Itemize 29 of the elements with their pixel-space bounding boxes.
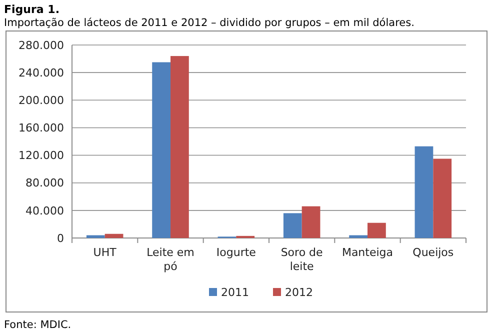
x-tick-label: Soro de leite (280, 246, 324, 273)
y-tick-label: 240.000 (18, 66, 64, 80)
bar (414, 146, 434, 238)
x-tick-label: UHT (93, 246, 117, 259)
x-tick-label: Iogurte (216, 246, 256, 259)
bar (170, 56, 189, 238)
bar (349, 235, 368, 238)
chart-title: Figura 1. (4, 3, 60, 16)
y-tick-label: 40.000 (26, 204, 64, 218)
bar (86, 235, 105, 238)
x-tick-label: Queijos (412, 246, 454, 259)
x-tick-label: Manteiga (342, 246, 394, 259)
y-tick-label: 200.000 (18, 94, 64, 107)
bar (433, 158, 452, 238)
bar (368, 222, 386, 238)
y-tick-label: 160.000 (18, 122, 64, 135)
bar (104, 234, 124, 238)
chart-subtitle: Importação de lácteos de 2011 e 2012 – dividido por grupos – em mil dólares. (4, 17, 414, 29)
y-tick-label: 0 (57, 232, 64, 245)
legend-label: 2011 (221, 286, 249, 299)
bar (152, 62, 170, 238)
legend-label: 2012 (285, 286, 313, 299)
x-tick-label: Leite em pó (146, 246, 194, 273)
y-tick-label: 280.000 (18, 38, 64, 52)
bar (283, 213, 302, 238)
bar (302, 206, 320, 238)
y-tick-label: 80.000 (26, 176, 64, 190)
source-note: Fonte: MDIC. (4, 319, 72, 331)
y-tick-label: 120.000 (18, 149, 64, 162)
